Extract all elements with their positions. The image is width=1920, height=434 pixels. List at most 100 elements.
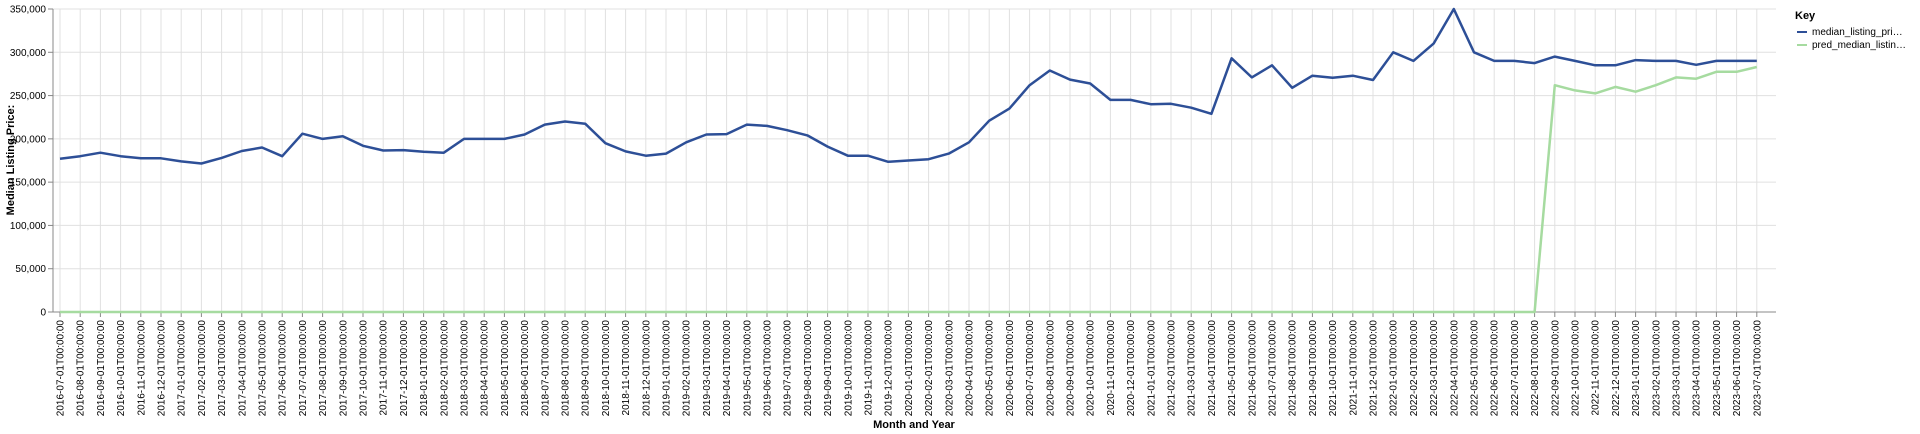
x-tick-label: 2020-06-01T00:00:00 — [1005, 320, 1016, 417]
x-tick-label: 2023-05-01T00:00:00 — [1712, 320, 1723, 417]
x-tick-label: 2021-07-01T00:00:00 — [1268, 320, 1279, 417]
y-tick-label: 200,000 — [10, 134, 47, 145]
x-tick-label: 2020-05-01T00:00:00 — [985, 320, 996, 417]
x-tick-label: 2023-04-01T00:00:00 — [1692, 320, 1703, 417]
y-tick-label: 250,000 — [10, 91, 47, 102]
x-tick-label: 2020-02-01T00:00:00 — [924, 320, 935, 417]
x-tick-label: 2021-04-01T00:00:00 — [1207, 320, 1218, 417]
x-tick-label: 2016-09-01T00:00:00 — [96, 320, 107, 417]
x-tick-label: 2022-03-01T00:00:00 — [1429, 320, 1440, 417]
x-tick-label: 2016-07-01T00:00:00 — [56, 320, 67, 417]
x-tick-label: 2017-02-01T00:00:00 — [197, 320, 208, 417]
x-tick-label: 2017-09-01T00:00:00 — [338, 320, 349, 417]
x-tick-label: 2017-01-01T00:00:00 — [177, 320, 188, 417]
x-tick-label: 2022-12-01T00:00:00 — [1611, 320, 1622, 417]
x-tick-label: 2018-07-01T00:00:00 — [540, 320, 551, 417]
series-line-pred-median-listing-price — [60, 65, 1758, 314]
x-tick-label: 2018-03-01T00:00:00 — [460, 320, 471, 417]
x-tick-label: 2017-05-01T00:00:00 — [258, 320, 269, 417]
x-tick-label: 2018-12-01T00:00:00 — [641, 320, 652, 417]
x-tick-label: 2019-06-01T00:00:00 — [763, 320, 774, 417]
y-tick-label: 100,000 — [10, 221, 47, 232]
legend-label-median: median_listing_pri… — [1812, 27, 1903, 38]
x-tick-label: 2017-12-01T00:00:00 — [399, 320, 410, 417]
x-tick-label: 2017-10-01T00:00:00 — [359, 320, 370, 417]
y-tick-label: 300,000 — [10, 48, 47, 59]
x-tick-label: 2018-11-01T00:00:00 — [621, 320, 632, 416]
x-tick-label: 2023-07-01T00:00:00 — [1752, 320, 1763, 417]
x-tick-label: 2017-04-01T00:00:00 — [237, 320, 248, 417]
x-tick-label: 2020-08-01T00:00:00 — [1045, 320, 1056, 417]
x-tick-label: 2018-09-01T00:00:00 — [581, 320, 592, 417]
series-lines — [59, 7, 1758, 314]
x-tick-label: 2022-09-01T00:00:00 — [1550, 320, 1561, 417]
x-tick-label: 2022-02-01T00:00:00 — [1409, 320, 1420, 417]
x-tick-label: 2022-05-01T00:00:00 — [1470, 320, 1481, 417]
x-tick-label: 2018-02-01T00:00:00 — [439, 320, 450, 417]
x-tick-label: 2023-02-01T00:00:00 — [1651, 320, 1662, 417]
x-tick-label: 2021-08-01T00:00:00 — [1288, 320, 1299, 417]
x-tick-label: 2021-10-01T00:00:00 — [1328, 320, 1339, 417]
x-tick-label: 2018-10-01T00:00:00 — [601, 320, 612, 417]
x-tick-label: 2023-03-01T00:00:00 — [1672, 320, 1683, 417]
x-tick-label: 2021-06-01T00:00:00 — [1247, 320, 1258, 417]
x-tick-label: 2020-10-01T00:00:00 — [1086, 320, 1097, 417]
x-tick-label: 2017-07-01T00:00:00 — [298, 320, 309, 417]
x-tick-label: 2018-05-01T00:00:00 — [500, 320, 511, 417]
legend-entry-pred: pred_median_listin… — [1797, 40, 1906, 51]
x-tick-label: 2017-08-01T00:00:00 — [318, 320, 329, 417]
y-tick-label: 0 — [40, 308, 46, 319]
x-tick-label: 2019-07-01T00:00:00 — [783, 320, 794, 417]
x-axis-title: Month and Year — [873, 419, 955, 431]
y-tick-label: 350,000 — [10, 5, 47, 16]
legend: Key median_listing_pri… pred_median_list… — [1795, 10, 1906, 51]
x-tick-label: 2022-07-01T00:00:00 — [1510, 320, 1521, 417]
x-tick-label: 2019-08-01T00:00:00 — [803, 320, 814, 417]
x-tick-label: 2019-05-01T00:00:00 — [742, 320, 753, 417]
x-tick-label: 2019-04-01T00:00:00 — [722, 320, 733, 417]
x-tick-label: 2019-12-01T00:00:00 — [884, 320, 895, 417]
x-tick-label: 2023-06-01T00:00:00 — [1732, 320, 1743, 417]
x-tick-label: 2018-08-01T00:00:00 — [561, 320, 572, 417]
legend-title: Key — [1795, 10, 1816, 22]
x-tick-label: 2020-01-01T00:00:00 — [904, 320, 915, 417]
x-tick-label: 2021-01-01T00:00:00 — [1146, 320, 1157, 417]
x-tick-label: 2019-02-01T00:00:00 — [682, 320, 693, 417]
legend-entry-median: median_listing_pri… — [1797, 27, 1903, 38]
x-tick-label: 2023-01-01T00:00:00 — [1631, 320, 1642, 417]
x-tick-label: 2022-06-01T00:00:00 — [1490, 320, 1501, 417]
x-tick-label: 2022-01-01T00:00:00 — [1389, 320, 1400, 417]
x-tick-label: 2018-04-01T00:00:00 — [480, 320, 491, 417]
x-tick-label: 2022-10-01T00:00:00 — [1571, 320, 1582, 417]
x-tick-label: 2021-09-01T00:00:00 — [1308, 320, 1319, 417]
x-tick-label: 2019-01-01T00:00:00 — [662, 320, 673, 417]
legend-label-pred: pred_median_listin… — [1812, 40, 1906, 51]
x-tick-label: 2021-11-01T00:00:00 — [1348, 320, 1359, 416]
y-tick-label: 150,000 — [10, 178, 47, 189]
x-tick-label: 2020-03-01T00:00:00 — [944, 320, 955, 417]
x-tick-label: 2020-09-01T00:00:00 — [1066, 320, 1077, 417]
x-tick-label: 2019-03-01T00:00:00 — [702, 320, 713, 417]
x-tick-label: 2016-11-01T00:00:00 — [136, 320, 147, 416]
x-tick-label: 2018-01-01T00:00:00 — [419, 320, 430, 417]
x-tick-label: 2016-10-01T00:00:00 — [116, 320, 127, 417]
x-tick-label: 2021-05-01T00:00:00 — [1227, 320, 1238, 417]
y-tick-label: 50,000 — [15, 264, 46, 275]
x-tick-label: 2022-04-01T00:00:00 — [1449, 320, 1460, 417]
x-tick-label: 2020-07-01T00:00:00 — [1025, 320, 1036, 417]
x-tick-label: 2022-08-01T00:00:00 — [1530, 320, 1541, 417]
x-tick-label: 2020-04-01T00:00:00 — [965, 320, 976, 417]
x-tick-labels: 2016-07-01T00:00:00 2016-08-01T00:00:00 20… — [56, 312, 1763, 417]
x-tick-label: 2019-09-01T00:00:00 — [823, 320, 834, 417]
x-tick-label: 2021-12-01T00:00:00 — [1369, 320, 1380, 417]
x-tick-label: 2019-11-01T00:00:00 — [864, 320, 875, 416]
x-tick-label: 2017-03-01T00:00:00 — [217, 320, 228, 417]
gridlines — [53, 8, 1776, 312]
x-tick-label: 2017-11-01T00:00:00 — [379, 320, 390, 416]
series-line-median-listing-price — [59, 7, 1757, 165]
x-tick-label: 2022-11-01T00:00:00 — [1591, 320, 1602, 416]
x-tick-label: 2017-06-01T00:00:00 — [278, 320, 289, 417]
x-tick-label: 2020-11-01T00:00:00 — [1106, 320, 1117, 416]
x-tick-label: 2016-08-01T00:00:00 — [76, 320, 87, 417]
